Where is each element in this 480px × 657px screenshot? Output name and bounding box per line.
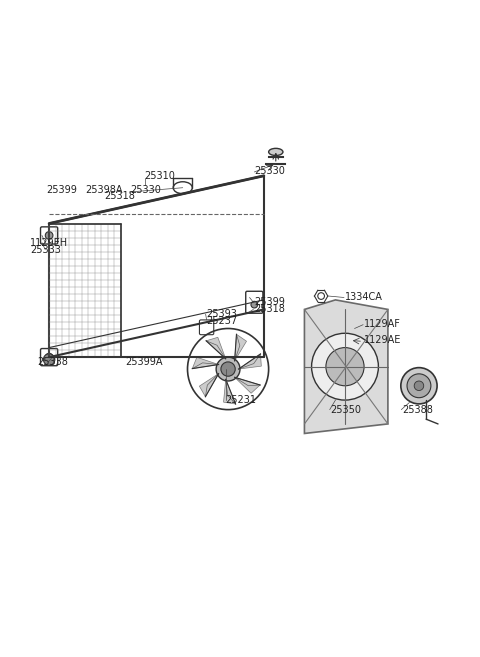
Text: 25330: 25330 bbox=[130, 185, 161, 195]
Text: 25393: 25393 bbox=[206, 309, 238, 319]
Circle shape bbox=[326, 348, 364, 386]
Text: 1334CA: 1334CA bbox=[345, 292, 383, 302]
Circle shape bbox=[45, 353, 53, 361]
Polygon shape bbox=[239, 354, 261, 369]
Text: 1129AF: 1129AF bbox=[364, 319, 401, 328]
Polygon shape bbox=[235, 377, 260, 394]
Text: 25237: 25237 bbox=[206, 316, 238, 327]
Text: 25399A: 25399A bbox=[125, 357, 163, 367]
Text: 1129EH: 1129EH bbox=[30, 238, 68, 248]
Polygon shape bbox=[192, 357, 218, 369]
Polygon shape bbox=[199, 374, 218, 397]
Text: 1129AE: 1129AE bbox=[364, 336, 401, 346]
Circle shape bbox=[401, 368, 437, 404]
Text: 25338: 25338 bbox=[37, 357, 68, 367]
Text: 25398A: 25398A bbox=[85, 185, 122, 195]
Circle shape bbox=[221, 362, 235, 376]
Circle shape bbox=[414, 381, 424, 390]
Text: 25310: 25310 bbox=[144, 171, 175, 181]
Text: 25318: 25318 bbox=[254, 304, 285, 315]
Circle shape bbox=[312, 333, 378, 400]
Circle shape bbox=[45, 232, 53, 239]
Text: 25318: 25318 bbox=[104, 191, 135, 201]
Ellipse shape bbox=[269, 148, 283, 156]
Text: 25350: 25350 bbox=[331, 405, 361, 415]
Circle shape bbox=[216, 357, 240, 381]
Polygon shape bbox=[235, 334, 247, 361]
Circle shape bbox=[251, 302, 258, 308]
Text: 25399: 25399 bbox=[47, 185, 78, 195]
Polygon shape bbox=[224, 379, 236, 404]
Text: 25399: 25399 bbox=[254, 297, 285, 307]
Text: 25330: 25330 bbox=[254, 166, 285, 176]
Text: 25388: 25388 bbox=[402, 405, 433, 415]
Circle shape bbox=[43, 353, 55, 365]
Polygon shape bbox=[304, 300, 388, 434]
Polygon shape bbox=[206, 337, 226, 359]
Circle shape bbox=[407, 374, 431, 397]
Text: 25333: 25333 bbox=[30, 245, 61, 255]
Text: 25231: 25231 bbox=[226, 395, 257, 405]
